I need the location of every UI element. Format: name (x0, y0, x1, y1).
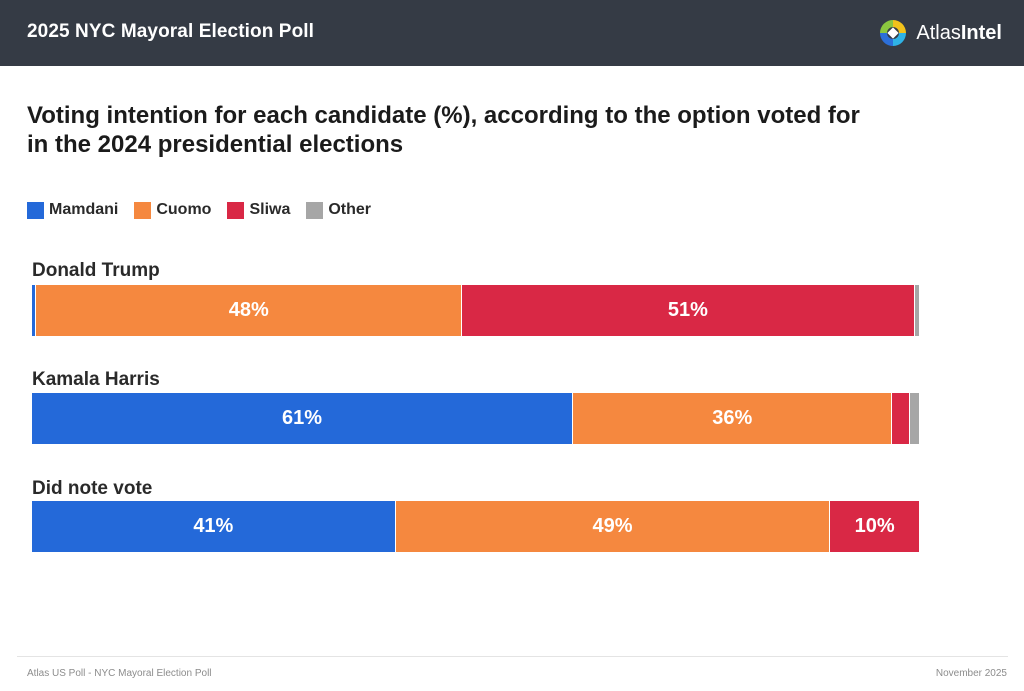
brand-name: AtlasIntel (916, 21, 1002, 44)
bar-segment-mamdani (32, 285, 37, 336)
data-label: 61% (282, 407, 323, 429)
legend-swatch (134, 201, 152, 219)
bar-segment-other (914, 285, 919, 336)
bar-segment-mamdani: 61% (32, 393, 574, 444)
legend-swatch (306, 201, 324, 219)
bar-segment-sliwa (892, 393, 911, 444)
bar-row: 48% 51% (32, 285, 919, 336)
legend-label: Cuomo (156, 201, 212, 218)
data-label: 49% (592, 515, 633, 537)
bar-row: 41% 49% 10% (32, 501, 919, 552)
bar-segment-sliwa: 51% (462, 285, 915, 336)
bar-segment-cuomo: 36% (573, 393, 893, 444)
header-bar: 2025 NYC Mayoral Election Poll AtlasInte… (0, 0, 1024, 66)
bar-segment-cuomo: 48% (36, 285, 463, 336)
chart-legend: Mamdani Cuomo Sliwa Other (27, 201, 387, 219)
brand: AtlasIntel (878, 17, 1002, 49)
legend-label: Other (328, 201, 372, 218)
footer-divider (17, 656, 1008, 657)
report-title: 2025 NYC Mayoral Election Poll (27, 21, 315, 42)
footer-source: Atlas US Poll - NYC Mayoral Election Pol… (27, 668, 212, 679)
data-label: 10% (854, 515, 895, 537)
data-label: 36% (712, 407, 753, 429)
legend-swatch (227, 201, 245, 219)
legend-item-sliwa: Sliwa (227, 201, 290, 219)
bar-segment-mamdani: 41% (32, 501, 396, 552)
legend-label: Mamdani (49, 201, 119, 218)
bar-segment-other (910, 393, 919, 444)
legend-label: Sliwa (249, 201, 291, 218)
data-label: 48% (228, 299, 269, 321)
legend-item-mamdani: Mamdani (27, 201, 118, 219)
category-label: Kamala Harris (32, 369, 160, 390)
legend-swatch (27, 201, 44, 219)
legend-item-other: Other (306, 201, 371, 219)
category-label: Did note vote (32, 478, 153, 499)
data-label: 41% (193, 515, 234, 537)
atlasintel-logo-icon (880, 20, 907, 46)
footer-date: November 2025 (935, 668, 1007, 679)
legend-item-cuomo: Cuomo (134, 201, 211, 219)
bar-segment-sliwa: 10% (830, 501, 919, 552)
category-label: Donald Trump (32, 260, 160, 281)
bar-segment-cuomo: 49% (395, 501, 831, 552)
data-label: 51% (667, 299, 708, 321)
chart-title: Voting intention for each candidate (%),… (27, 102, 860, 158)
bar-row: 61% 36% (32, 393, 919, 444)
